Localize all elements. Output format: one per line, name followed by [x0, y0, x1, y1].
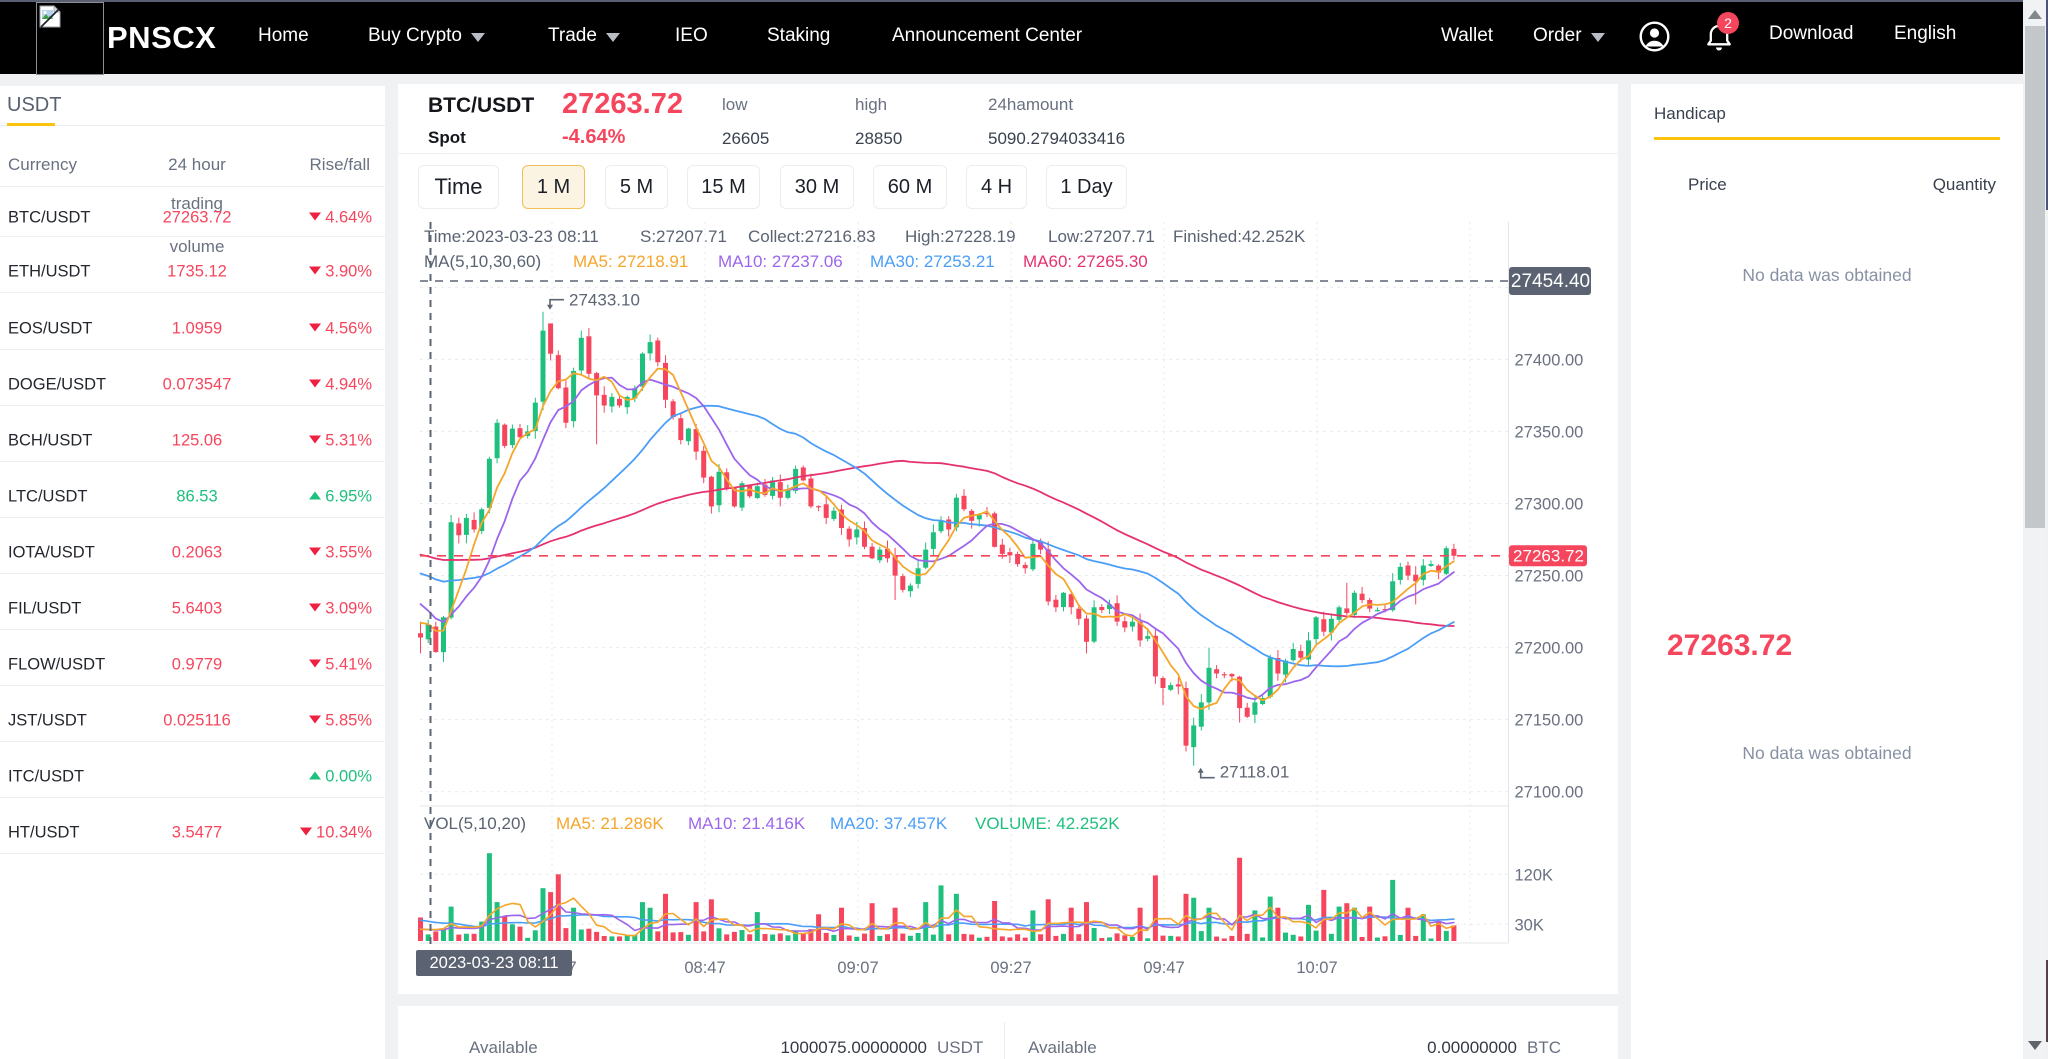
svg-text:27300.00: 27300.00 [1515, 496, 1584, 514]
svg-text:27263.72: 27263.72 [1513, 546, 1584, 565]
svg-text:09:47: 09:47 [1143, 959, 1184, 977]
svg-text:27350.00: 27350.00 [1515, 423, 1584, 441]
svg-text:27100.00: 27100.00 [1515, 784, 1584, 802]
svg-text:2023-03-23 08:11: 2023-03-23 08:11 [429, 954, 558, 972]
svg-text:27118.01: 27118.01 [1220, 763, 1290, 782]
svg-text:09:27: 09:27 [990, 959, 1031, 977]
svg-text:09:07: 09:07 [837, 959, 878, 977]
svg-text:120K: 120K [1515, 866, 1554, 884]
svg-text:27150.00: 27150.00 [1515, 712, 1584, 730]
svg-text:27200.00: 27200.00 [1515, 640, 1584, 658]
svg-text:08:47: 08:47 [684, 959, 725, 977]
svg-text:27454.40: 27454.40 [1511, 271, 1590, 292]
svg-text:27433.10: 27433.10 [569, 291, 640, 310]
svg-text:27250.00: 27250.00 [1515, 568, 1584, 586]
svg-text:10:07: 10:07 [1296, 959, 1337, 977]
svg-text:30K: 30K [1515, 916, 1544, 934]
svg-text:27400.00: 27400.00 [1515, 351, 1584, 369]
